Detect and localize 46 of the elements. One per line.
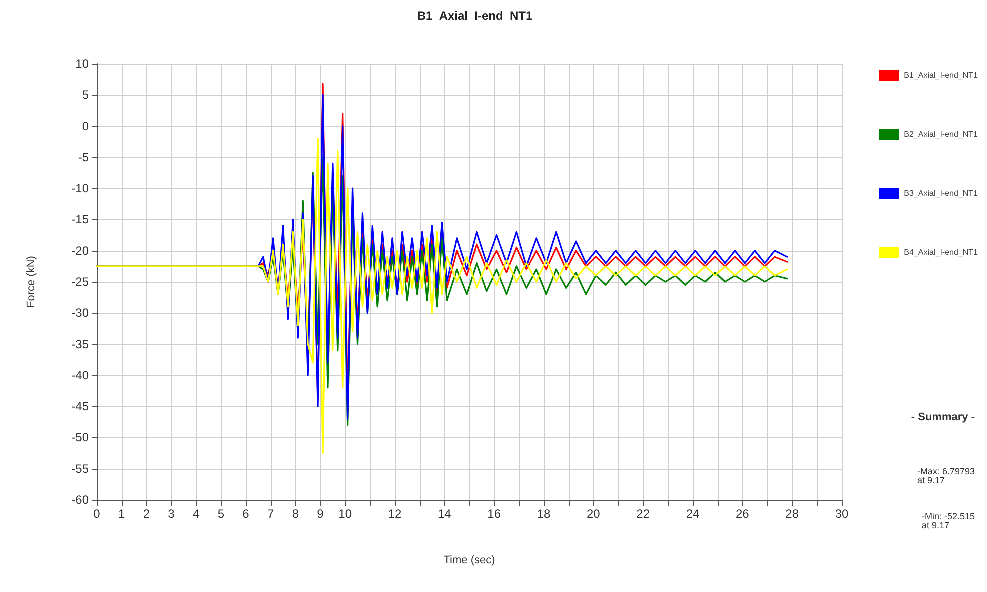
y-tick-label: -50 [72,430,90,445]
y-tick-label: -45 [72,400,90,414]
y-tick-label: -35 [72,337,90,352]
x-tick-label: 9 [317,507,324,521]
y-axis-title: Force (kN) [26,256,38,308]
y-tick-label: -5 [78,150,90,164]
x-tick-label: 14 [438,507,452,521]
x-tick-label: 5 [218,507,225,521]
legend-label: B2_Axial_I-end_NT1 [904,130,979,139]
y-tick-label: -20 [72,244,90,258]
x-axis-title: Time (sec) [444,554,496,566]
x-tick-label: 3 [168,507,176,521]
x-tick-label: 12 [388,507,402,521]
x-tick-label: 18 [537,507,551,521]
x-tick-label: 10 [338,507,352,521]
legend-label: B4_Axial_I-end_NT1 [904,248,979,257]
x-tick-label: 30 [835,507,849,521]
x-tick-label: 4 [192,507,200,521]
y-tick-label: -60 [72,493,90,507]
text: -Max: 6.79793 at 9.17 [917,466,976,486]
x-tick-label: 7 [267,507,274,521]
chart-title: B1_Axial_I-end_NT1 [417,9,534,23]
y-tick-label: -30 [72,306,90,320]
text: -Min: -52.515 at 9.17 [922,512,976,530]
y-tick-label: 0 [82,119,90,134]
x-tick-label: 6 [242,507,250,521]
x-tick-label: 16 [488,507,502,521]
x-tick-label: 20 [586,507,601,521]
x-tick-label: 0 [94,507,101,521]
text: - Summary - [911,412,976,424]
legend-label: B3_Axial_I-end_NT1 [904,189,979,198]
x-tick-label: 24 [686,507,700,521]
y-tick-label: -40 [72,368,90,382]
y-tick-label: -55 [72,462,90,476]
legend-label: B1_Axial_I-end_NT1 [904,71,979,80]
y-tick-label: -10 [72,182,90,196]
x-tick-label: 26 [736,507,750,521]
y-tick-label: -15 [72,212,90,227]
x-tick-label: 28 [786,507,800,521]
x-tick-label: 2 [143,507,150,521]
x-tick-label: 1 [118,507,126,521]
y-tick-label: -25 [72,275,90,289]
y-tick-label: 5 [82,88,90,102]
y-tick-label: 10 [76,57,90,71]
x-tick-label: 8 [292,507,300,521]
x-tick-label: 22 [636,507,650,521]
